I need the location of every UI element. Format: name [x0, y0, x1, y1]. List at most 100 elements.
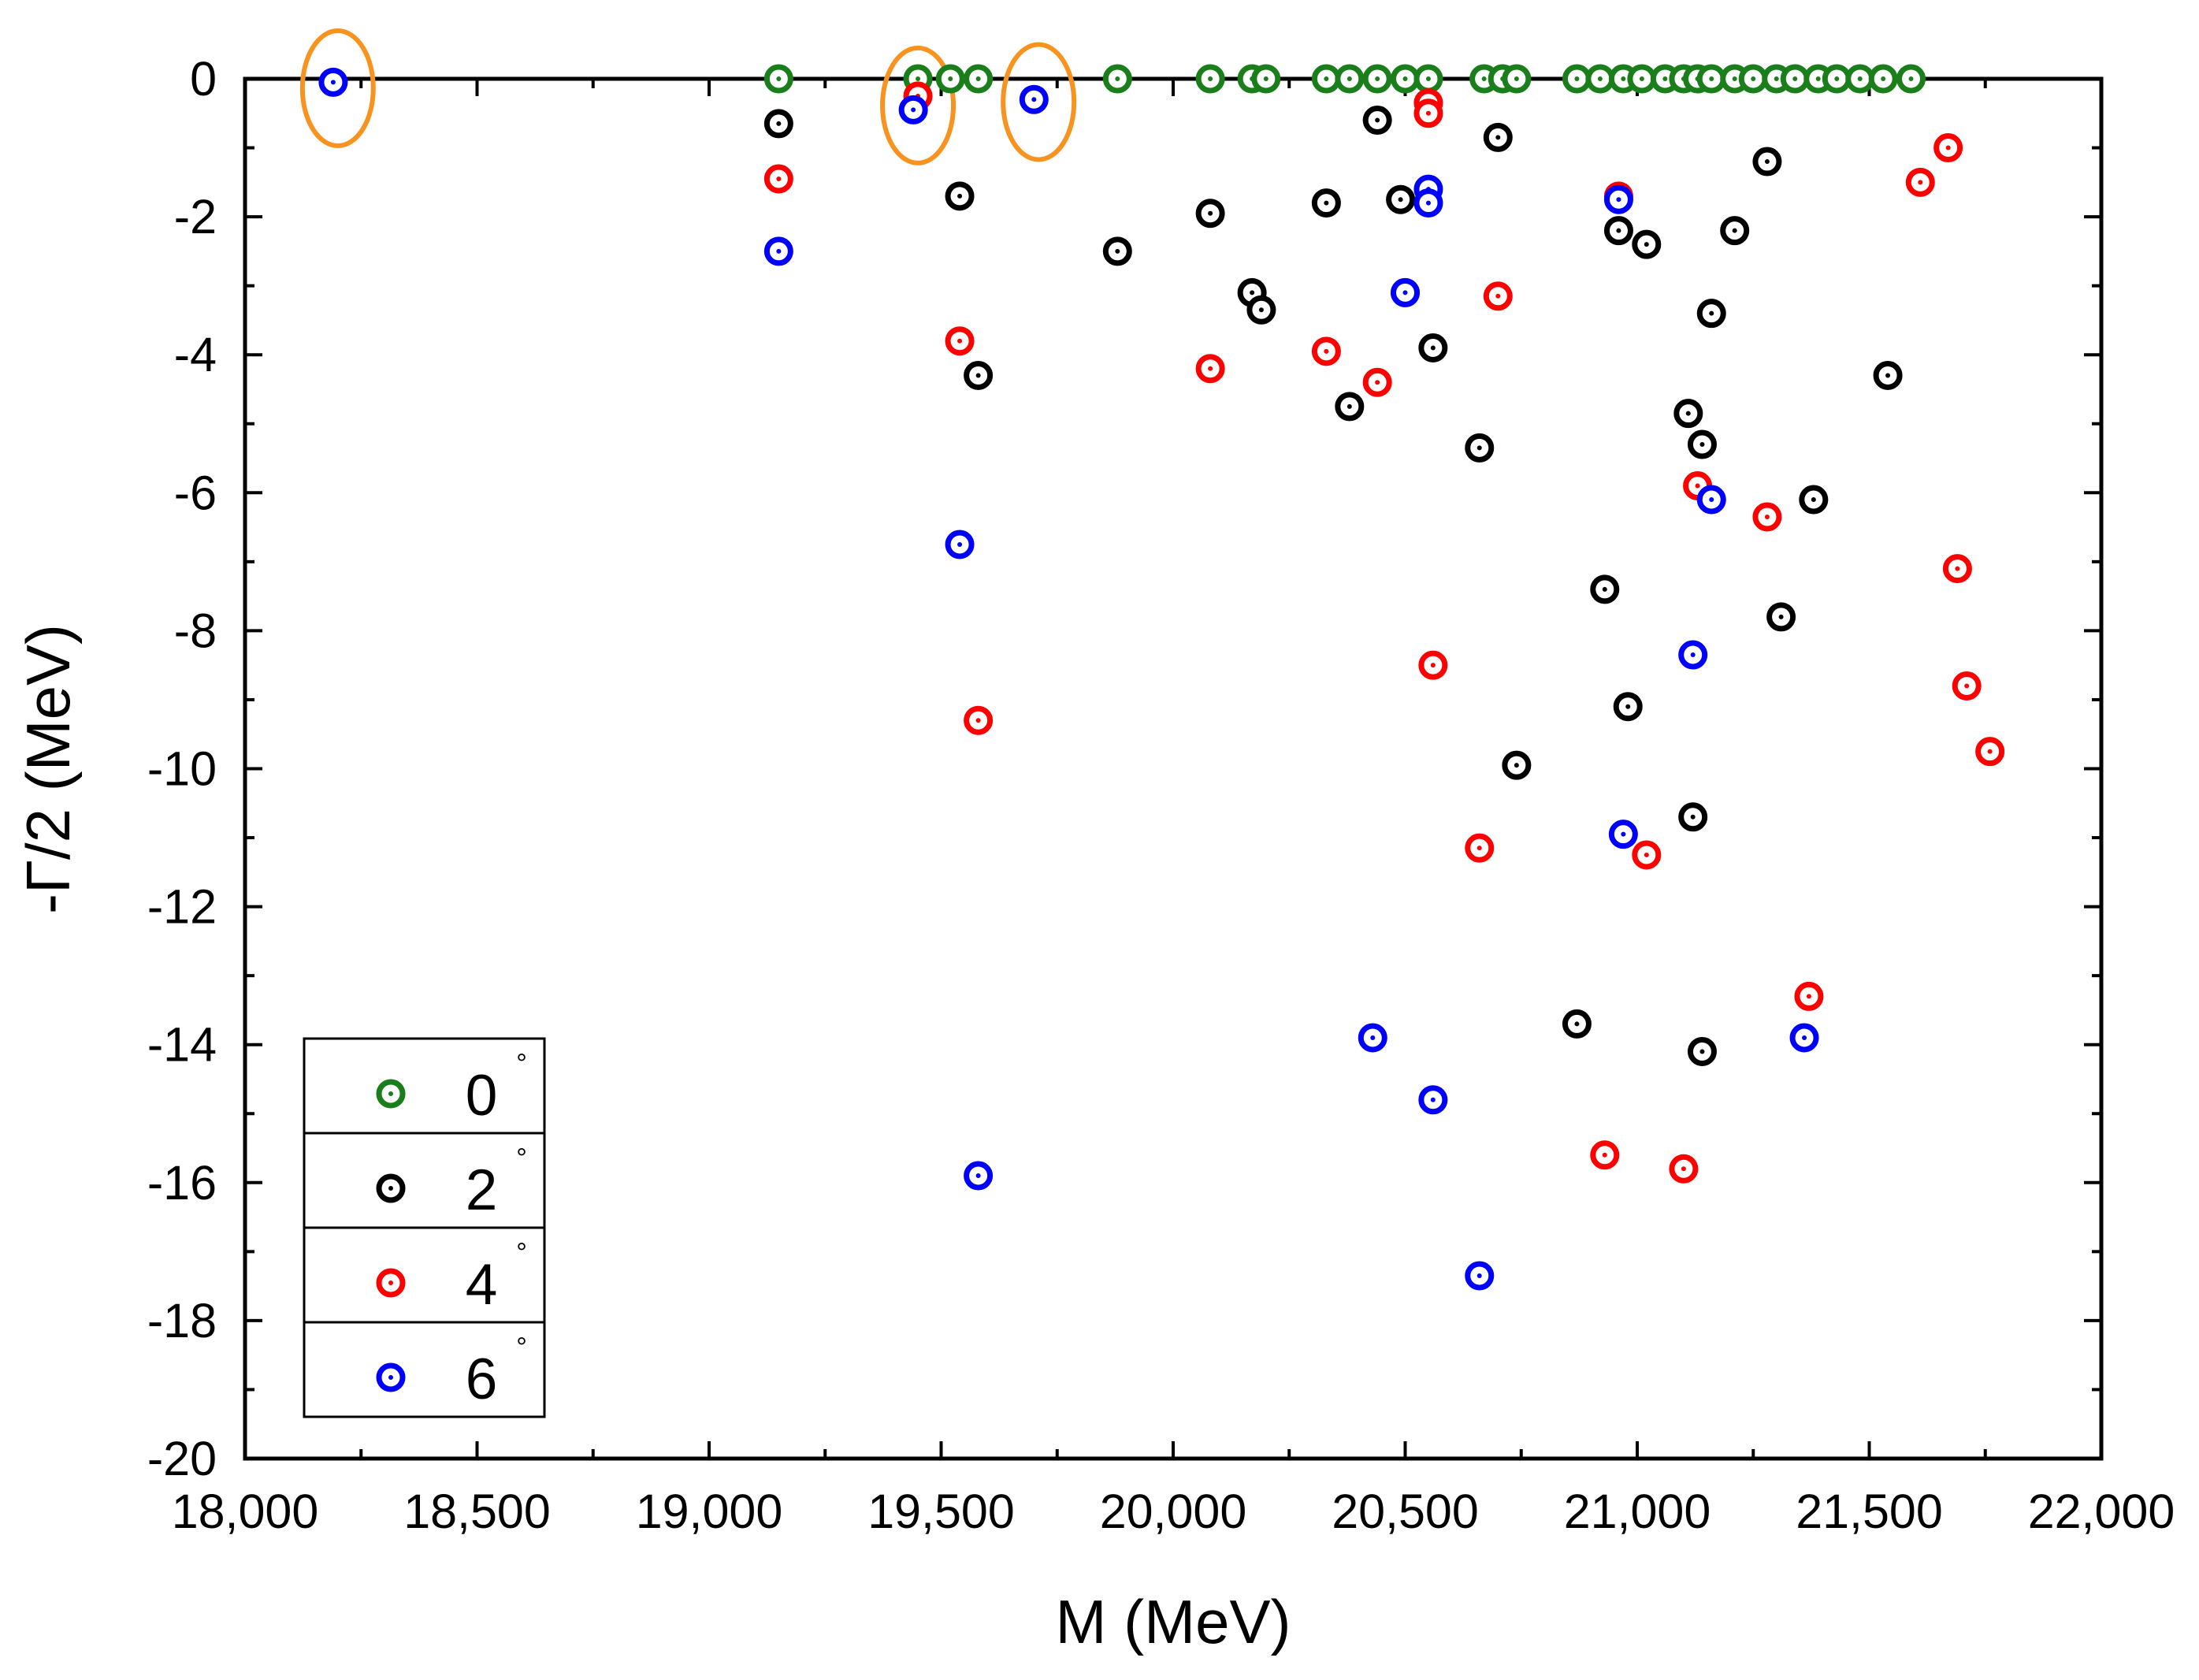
data-point-series-3: [1678, 640, 1708, 670]
y-tick-label: -14: [147, 1018, 217, 1072]
highlight-ellipse: [1001, 42, 1077, 162]
data-point-series-1: [1311, 188, 1341, 218]
data-point-series-1: [1335, 392, 1365, 422]
data-point-series-2: [1590, 1140, 1620, 1170]
legend-item-1: 2 °: [303, 1132, 546, 1229]
data-point-series-1: [964, 360, 994, 390]
data-point-series-0: [1362, 64, 1392, 94]
legend-label-0: 0: [466, 1064, 498, 1128]
data-point-series-1: [1590, 574, 1620, 604]
data-point-series-3: [964, 1161, 994, 1191]
data-point-series-0: [1868, 64, 1898, 94]
data-point-series-2: [1465, 833, 1495, 863]
legend-label-3: 6: [466, 1347, 498, 1411]
data-point-series-2: [1794, 981, 1824, 1011]
data-point-series-1: [1687, 429, 1717, 459]
legend-item-0: 0 °: [303, 1037, 546, 1135]
data-point-series-1: [1678, 802, 1708, 832]
data-point-series-2: [1905, 167, 1935, 197]
data-point-series-1: [945, 181, 975, 211]
data-point-series-1: [763, 109, 793, 139]
data-point-series-2: [1311, 336, 1341, 366]
data-point-series-1: [1632, 229, 1662, 259]
data-point-series-0: [1738, 64, 1768, 94]
data-point-series-2: [1418, 650, 1448, 680]
data-point-series-0: [1102, 64, 1132, 94]
data-point-series-1: [1752, 147, 1782, 177]
data-point-series-3: [1413, 188, 1443, 218]
data-point-series-1: [1696, 299, 1726, 329]
data-point-series-2: [964, 705, 994, 735]
x-tick-label: 20,500: [1332, 1485, 1479, 1538]
data-point-series-0: [964, 64, 994, 94]
x-tick-label: 21,000: [1564, 1485, 1711, 1538]
data-point-series-1: [1465, 433, 1495, 463]
data-point-series-3: [1358, 1023, 1387, 1053]
legend-box: [303, 1321, 546, 1418]
x-tick-label: 18,500: [403, 1485, 551, 1538]
highlight-ellipse: [299, 28, 376, 148]
data-point-series-0: [1780, 64, 1810, 94]
data-point-series-0: [1311, 64, 1341, 94]
x-tick-label: 22,000: [2028, 1485, 2175, 1538]
data-point-series-1: [1613, 692, 1643, 722]
data-point-series-1: [1386, 184, 1416, 214]
data-point-series-3: [763, 236, 793, 266]
y-axis-ticks: 0 -2 -4 -6 -8 -10 -12 -14 -16 -18 -20: [147, 52, 2101, 1485]
data-point-series-2: [1669, 1154, 1699, 1184]
y-tick-label: -10: [147, 742, 217, 796]
data-point-series-1: [1418, 333, 1448, 362]
data-point-series-0: [1627, 64, 1657, 94]
data-point-series-0: [1896, 64, 1926, 94]
y-tick-label: -18: [147, 1294, 217, 1347]
data-point-series-2: [1483, 281, 1513, 311]
data-point-series-0: [1251, 64, 1281, 94]
data-point-series-2: [1362, 367, 1392, 397]
data-point-series-2: [1952, 671, 1982, 701]
legend-degree-0: °: [516, 1049, 527, 1079]
legend-degree-2: °: [516, 1238, 527, 1268]
legend-label-2: 4: [466, 1253, 498, 1317]
data-point-series-1: [1562, 1009, 1592, 1039]
data-point-series-0: [1562, 64, 1592, 94]
legend-marker-0: [376, 1079, 406, 1109]
data-point-series-1: [1246, 295, 1276, 325]
data-point-series-2: [945, 326, 975, 356]
data-point-series-1: [1195, 199, 1225, 229]
data-point-series-0: [1195, 64, 1225, 94]
data-point-series-0: [763, 64, 793, 94]
legend-marker-3: [376, 1362, 406, 1392]
data-point-series-2: [1413, 98, 1443, 128]
data-point-series-2: [1632, 840, 1662, 870]
data-point-series-1: [1720, 216, 1750, 246]
data-point-series-3: [318, 67, 348, 97]
highlight-ellipses: [299, 28, 1077, 165]
data-point-series-1: [1799, 485, 1829, 515]
legend-box: [303, 1037, 546, 1135]
data-point-series-0: [935, 64, 965, 94]
data-point-series-1: [1673, 399, 1703, 429]
legend-degree-3: °: [516, 1332, 527, 1362]
data-point-series-2: [1975, 737, 2005, 767]
x-tick-label: 21,500: [1796, 1485, 1943, 1538]
legend-degree-1: °: [516, 1143, 527, 1173]
data-point-series-2: [1942, 554, 1972, 584]
highlight-ellipse: [880, 45, 956, 165]
data-point-series-1: [1362, 106, 1392, 136]
legend-marker-2: [376, 1268, 406, 1298]
y-tick-label: -20: [147, 1432, 217, 1485]
data-point-series-3: [1465, 1261, 1495, 1291]
data-point-series-0: [1585, 64, 1615, 94]
data-point-series-2: [763, 164, 793, 194]
data-point-series-3: [1696, 485, 1726, 515]
data-point-series-3: [1391, 277, 1420, 307]
y-tick-label: -2: [174, 190, 217, 243]
data-points: [318, 64, 2005, 1291]
data-point-series-0: [1845, 64, 1875, 94]
data-point-series-3: [898, 95, 928, 125]
y-tick-label: -8: [174, 604, 217, 657]
legend-box: [303, 1132, 546, 1229]
data-point-series-1: [1502, 750, 1532, 780]
legend-marker-1: [376, 1173, 406, 1203]
